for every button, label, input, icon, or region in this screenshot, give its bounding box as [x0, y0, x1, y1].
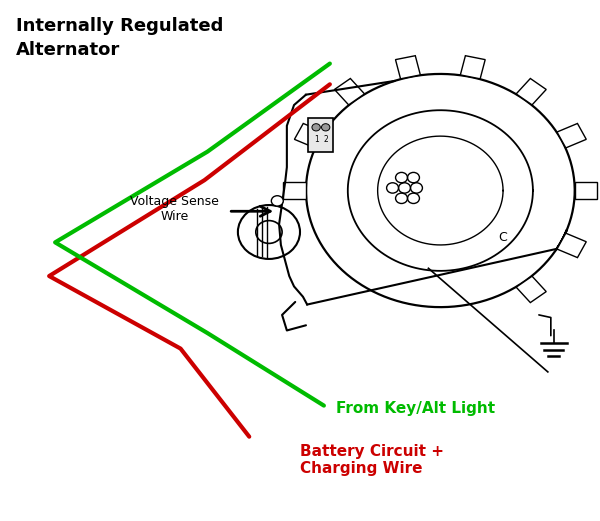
- Polygon shape: [460, 56, 485, 79]
- Text: Voltage Sense
Wire: Voltage Sense Wire: [130, 195, 219, 222]
- Text: Battery Circuit +
Charging Wire: Battery Circuit + Charging Wire: [300, 444, 444, 476]
- Text: Internally Regulated
Alternator: Internally Regulated Alternator: [16, 17, 224, 58]
- Text: C: C: [499, 231, 508, 244]
- Polygon shape: [283, 182, 306, 200]
- Text: 2: 2: [323, 135, 328, 144]
- Text: From Key/Alt Light: From Key/Alt Light: [336, 401, 495, 416]
- Polygon shape: [516, 79, 546, 105]
- Text: 1: 1: [314, 135, 319, 144]
- Bar: [308, 118, 334, 152]
- Polygon shape: [295, 123, 323, 148]
- Polygon shape: [334, 79, 365, 105]
- Polygon shape: [516, 276, 546, 303]
- Circle shape: [271, 196, 283, 206]
- Circle shape: [322, 123, 330, 131]
- Circle shape: [312, 123, 320, 131]
- Polygon shape: [557, 123, 586, 148]
- Polygon shape: [557, 233, 586, 257]
- Polygon shape: [395, 56, 421, 79]
- Polygon shape: [575, 182, 598, 200]
